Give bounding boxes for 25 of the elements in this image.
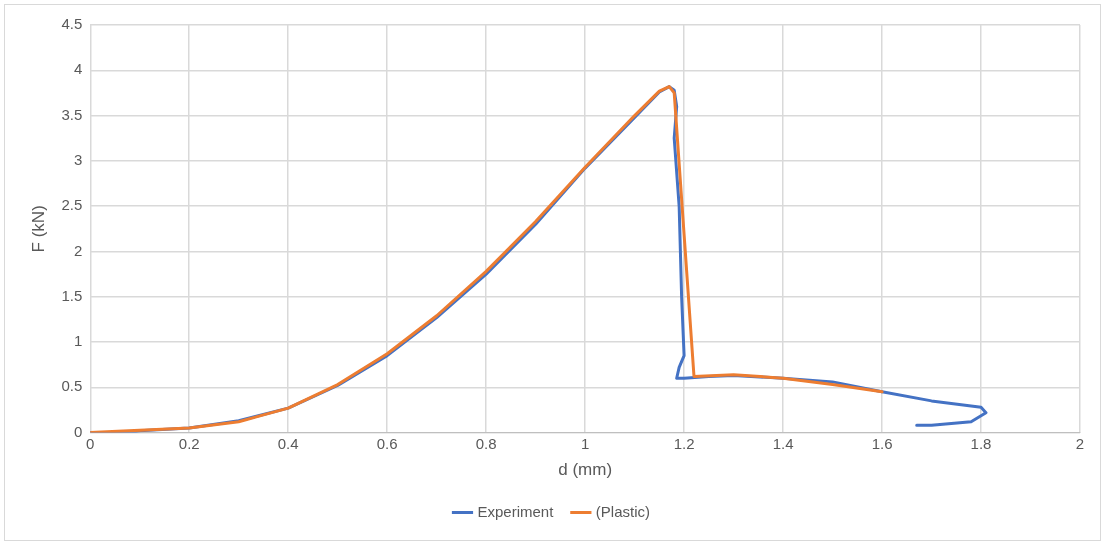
x-tick-label: 0.6 [376,434,398,452]
x-tick-label: 0.8 [475,434,497,452]
legend-label: (Plastic) [595,502,651,520]
x-tick-label: 1.6 [871,434,893,452]
x-axis-title: d (mm) [558,460,613,480]
x-tick-label: 0.2 [178,434,200,452]
x-tick-label: 1 [580,434,590,452]
y-tick-label: 4 [73,60,83,78]
y-tick-label: 2.5 [61,196,83,214]
x-tick-label: 0.4 [277,434,299,452]
y-tick-label: 1.5 [61,286,83,304]
y-tick-label: 3.5 [61,105,83,123]
y-tick-label: 0 [73,422,83,440]
x-tick-label: 1.8 [970,434,992,452]
y-tick-label: 2 [73,241,83,259]
y-axis-title: F (kN) [28,205,48,253]
y-tick-label: 0.5 [61,377,83,395]
x-tick-label: 2 [1075,434,1085,452]
x-tick-label: 1.4 [772,434,794,452]
x-tick-label: 0 [86,434,95,452]
legend-label: Experiment [477,502,555,520]
x-tick-label: 1.2 [673,434,695,452]
y-tick-label: 4.5 [61,15,83,33]
y-tick-label: 1 [73,332,83,350]
y-tick-label: 3 [73,151,83,169]
